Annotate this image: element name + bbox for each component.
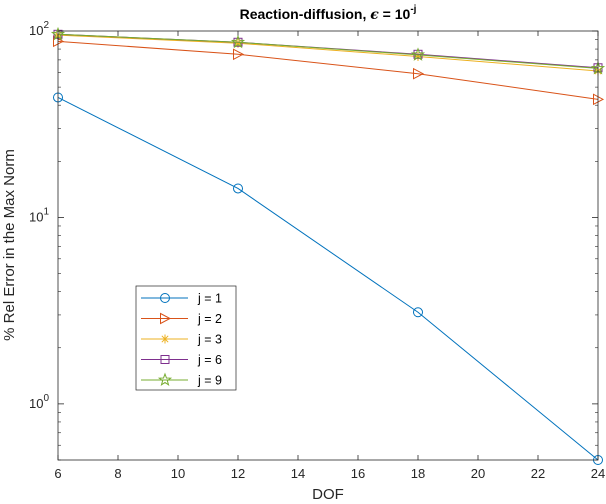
x-tick-label: 10 — [171, 466, 185, 481]
y-tick-exponent: 1 — [43, 206, 49, 217]
x-tick-label: 8 — [114, 466, 121, 481]
legend-marker — [160, 334, 170, 344]
series-line — [57, 34, 599, 72]
legend-label: j = 9 — [197, 374, 222, 388]
y-tick-exponent: 0 — [43, 393, 49, 404]
legend: j = 1 j = 2 j = 3 j = 6 j = 9 — [135, 285, 237, 391]
series-line — [57, 33, 599, 69]
y-tick-label: 101 — [29, 206, 49, 224]
legend-label: j = 1 — [197, 292, 222, 306]
legend-entries: j = 1 j = 2 j = 3 j = 6 j = 9 — [141, 292, 222, 388]
legend-entry: j = 6 — [141, 353, 222, 367]
y-axis-title: % Rel Error in the Max Norm — [1, 149, 18, 341]
data-point — [413, 51, 423, 61]
x-tick-label: 22 — [531, 466, 545, 481]
legend-label: j = 6 — [197, 353, 222, 367]
data-point — [230, 34, 246, 49]
data-point — [233, 48, 245, 61]
y-tick-base: 10 — [29, 396, 43, 411]
y-tick-exponent: 2 — [43, 20, 49, 31]
plot-frame — [57, 30, 599, 461]
data-point — [233, 183, 243, 194]
x-tick-label: 6 — [54, 466, 61, 481]
x-tick-label: 18 — [411, 466, 425, 481]
legend-entry: j = 2 — [141, 312, 222, 326]
data-point — [413, 67, 425, 80]
x-tick-label: 12 — [231, 466, 245, 481]
legend-marker — [157, 372, 173, 387]
y-tick-label: 100 — [29, 393, 49, 411]
series-3 — [53, 30, 603, 76]
x-tick-label: 20 — [471, 466, 485, 481]
data-point — [413, 307, 423, 318]
legend-box — [135, 285, 237, 391]
legend-entry: j = 9 — [141, 372, 222, 388]
x-axis-title: DOF — [312, 486, 344, 503]
legend-entry: j = 3 — [141, 333, 222, 347]
legend-entry: j = 1 — [141, 292, 222, 306]
x-tick-label: 24 — [591, 466, 605, 481]
legend-marker — [160, 312, 172, 325]
legend-label: j = 3 — [197, 333, 222, 347]
x-tick-label: 14 — [291, 466, 305, 481]
y-tick-label: 102 — [29, 20, 49, 38]
series-line — [57, 40, 599, 100]
data-point — [233, 38, 243, 48]
y-tick-base: 10 — [29, 209, 43, 224]
plot-background — [58, 31, 598, 460]
data-point — [410, 47, 426, 61]
x-tick-label: 16 — [351, 466, 365, 481]
legend-label: j = 2 — [197, 312, 222, 326]
y-tick-base: 10 — [29, 23, 43, 38]
series-line — [57, 97, 599, 461]
legend-marker — [160, 293, 170, 303]
series-layer — [50, 26, 606, 465]
chart-title: Reaction-diffusion, ϵ = 10-j — [240, 4, 417, 23]
legend-marker — [160, 355, 170, 364]
